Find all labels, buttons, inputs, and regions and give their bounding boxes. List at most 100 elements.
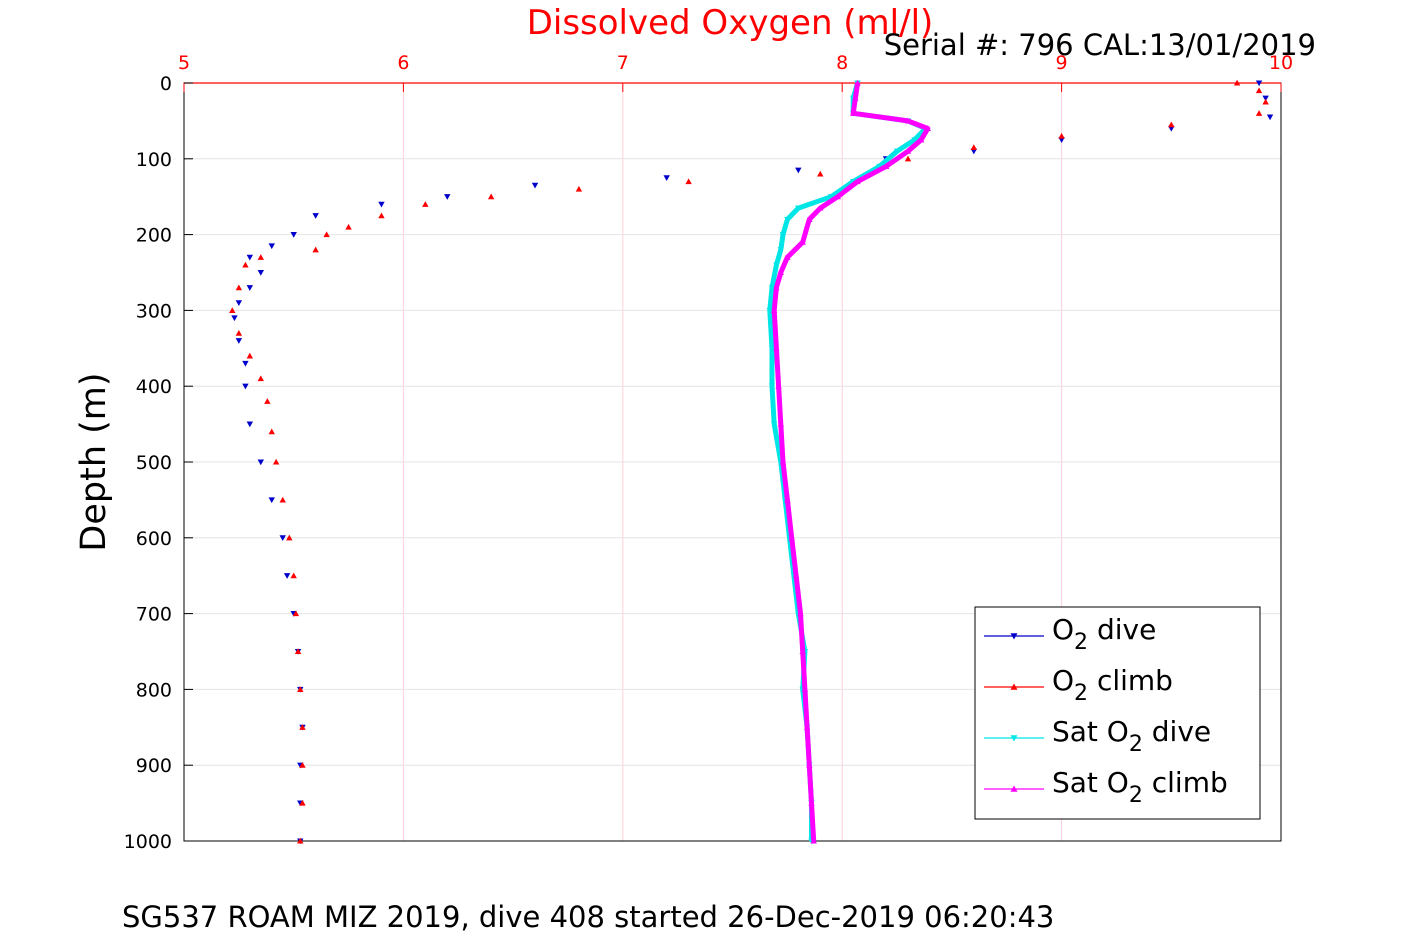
data-point [279,535,286,541]
legend-swatch-marker [1010,683,1018,690]
y-tick-label: 500 [136,452,172,474]
data-point [378,212,385,219]
data-point [279,496,286,503]
data-point [1255,87,1263,94]
data-point [312,246,319,253]
y-tick-label: 1000 [124,831,172,853]
data-point [257,459,264,466]
data-point [235,284,243,291]
data-point [1262,98,1269,105]
data-point [849,110,857,116]
data-point [1058,132,1065,139]
data-point [917,136,925,143]
legend-entry-o2_dive: O2 dive [984,613,1156,655]
data-point [1168,121,1175,128]
legend-box [974,606,1261,820]
data-point [773,262,780,269]
data-point [246,285,254,291]
y-tick-label: 0 [160,73,172,95]
data-point [268,243,275,250]
data-point [795,167,802,174]
data-point [323,231,330,238]
data-point [286,534,293,541]
data-point [242,383,249,390]
data-point [264,398,271,404]
data-point [911,137,918,144]
data-point [1266,114,1274,121]
data-point [297,837,304,844]
y-tick-label: 200 [136,225,172,247]
data-point [817,170,824,177]
data-point [1233,79,1241,86]
data-point [290,232,297,238]
data-point [268,428,275,435]
x-tick-label: 6 [397,52,409,74]
data-point [799,238,806,245]
data-point [904,155,912,162]
data-point [768,345,776,352]
data-point [777,269,784,276]
data-point [882,163,890,169]
data-point [487,193,495,200]
data-point [272,458,280,465]
data-point [766,307,773,314]
data-point [970,144,978,150]
data-point [242,360,249,367]
data-point [773,345,780,351]
data-point [257,269,264,276]
legend-swatch-marker [1010,735,1018,742]
data-point [784,254,791,260]
data-point [817,204,824,211]
data-point [231,315,238,322]
x-tick-label: 9 [1056,52,1068,74]
x-tick-label: 10 [1269,52,1293,74]
legend-entry-sat_dive: Sat O2 dive [984,715,1211,757]
data-point [770,307,778,313]
data-point [246,254,254,261]
data-point [775,383,782,389]
y-tick-label: 900 [136,755,172,777]
legend-entry-sat_climb: Sat O2 climb [984,766,1228,808]
data-point [852,94,859,101]
data-point [229,307,236,313]
legend-label: O2 climb [1052,664,1173,706]
data-point [1255,80,1263,87]
series-o2_climb [229,79,1269,844]
y-tick-label: 800 [136,679,172,701]
data-point [854,79,861,86]
data-point [312,213,319,219]
dive-caption: SG537 ROAM MIZ 2019, dive 408 started 26… [122,900,1054,934]
data-point [422,201,429,207]
data-point [290,572,297,579]
data-point [834,193,842,200]
series-sat_climb [770,79,931,844]
legend-label: Sat O2 dive [1052,715,1211,757]
data-point [970,148,978,155]
data-point [777,247,784,253]
series-layer [229,79,1274,845]
x-tick-label: 8 [836,52,848,74]
data-point [770,421,778,428]
y-axis-label: Depth (m) [74,372,114,551]
data-point [444,194,451,200]
data-point [893,148,901,155]
data-point [768,285,776,291]
y-tick-label: 600 [136,528,172,550]
data-point [1168,125,1175,132]
data-point [828,194,835,200]
data-point [792,572,800,579]
legend-swatch-marker [1010,785,1018,792]
data-point [788,534,795,541]
data-point [299,724,306,730]
data-point [784,496,791,503]
legend-swatch-marker [1010,633,1018,640]
data-point [345,223,352,230]
data-point [235,338,243,344]
data-point [806,216,813,222]
data-point [242,261,249,268]
data-point [799,648,806,655]
data-point [797,610,804,617]
legend-label: Sat O2 climb [1052,766,1228,808]
data-point [801,686,809,692]
